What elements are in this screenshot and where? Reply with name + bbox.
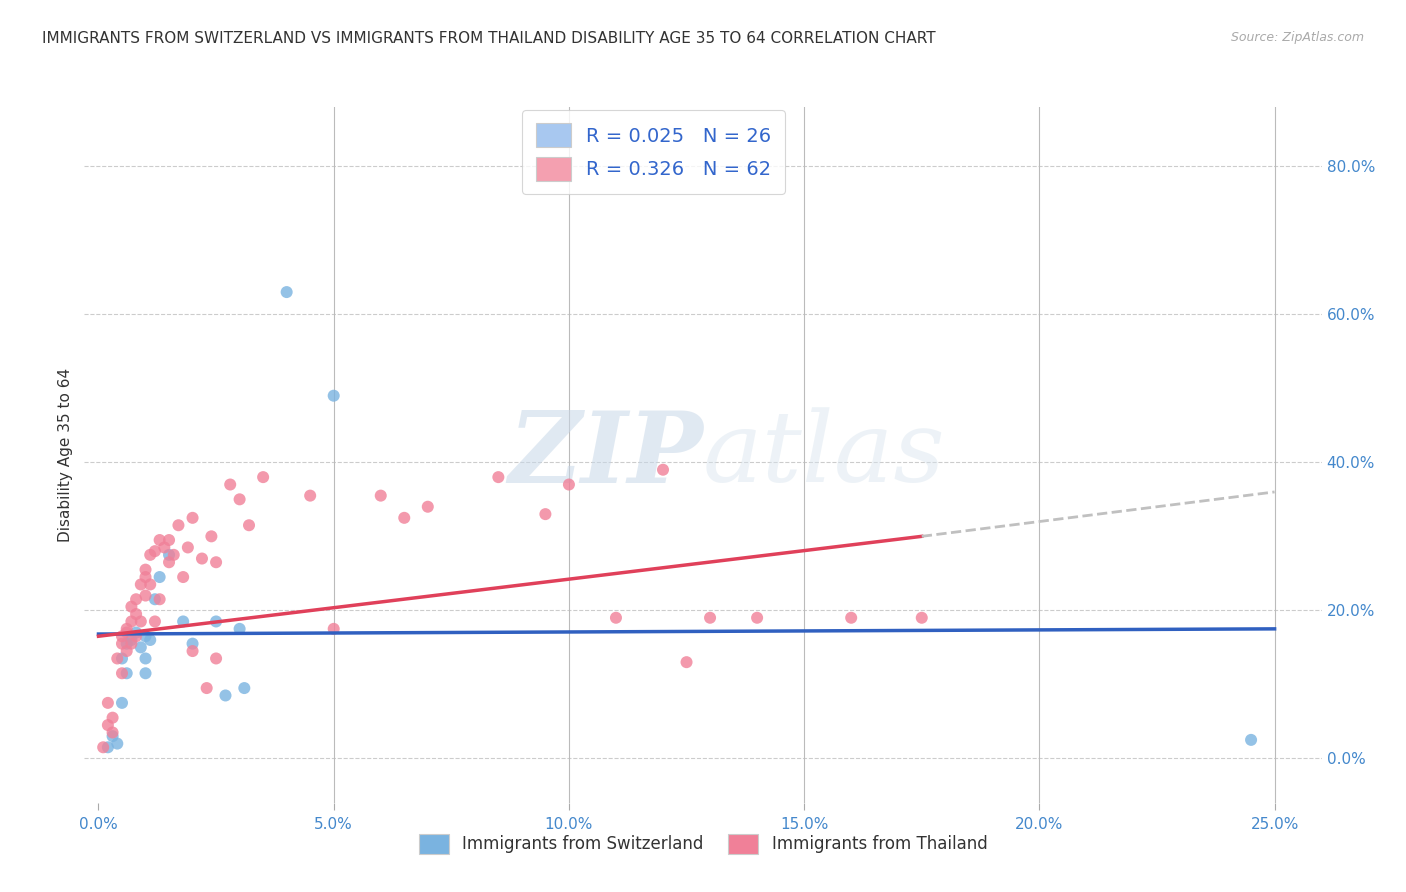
Point (205, 615, 228, 629)
Point (111, 651, 134, 665)
Point (115, 644, 138, 658)
Point (120, 637, 142, 651)
Point (97, 696, 120, 710)
Point (177, 541, 200, 555)
Text: IMMIGRANTS FROM SWITZERLAND VS IMMIGRANTS FROM THAILAND DISABILITY AGE 35 TO 64 : IMMIGRANTS FROM SWITZERLAND VS IMMIGRANT… (42, 31, 936, 46)
Point (181, 511, 204, 525)
Point (299, 489, 322, 503)
Point (115, 637, 138, 651)
Point (181, 637, 204, 651)
Point (111, 696, 134, 710)
Point (120, 632, 142, 647)
Point (205, 555, 228, 569)
Point (134, 570, 156, 584)
Point (134, 651, 156, 665)
Point (911, 611, 934, 625)
Point (191, 551, 214, 566)
Point (105, 651, 128, 665)
Point (120, 615, 142, 629)
Point (129, 615, 152, 629)
Point (699, 611, 721, 625)
Point (745, 611, 768, 625)
Point (558, 477, 581, 491)
Point (134, 666, 156, 681)
Point (91, 740, 114, 755)
Point (157, 548, 180, 562)
Point (839, 611, 862, 625)
Point (652, 463, 675, 477)
Point (219, 477, 242, 491)
Point (111, 666, 134, 681)
Point (157, 555, 180, 569)
Point (97, 718, 120, 732)
Point (172, 615, 194, 629)
Point (143, 615, 166, 629)
Point (181, 644, 204, 658)
Legend: Immigrants from Switzerland, Immigrants from Thailand: Immigrants from Switzerland, Immigrants … (409, 823, 997, 864)
Point (134, 629, 156, 643)
Point (129, 640, 152, 655)
Point (125, 592, 148, 607)
Point (134, 563, 156, 577)
Point (125, 607, 148, 621)
Point (129, 577, 152, 591)
Point (149, 570, 172, 584)
Point (195, 681, 218, 695)
Point (120, 599, 142, 614)
Point (416, 500, 439, 514)
Point (486, 470, 509, 484)
Text: ZIP: ZIP (508, 407, 703, 503)
Point (134, 589, 156, 603)
Point (105, 737, 128, 751)
Point (111, 637, 134, 651)
Point (125, 625, 148, 640)
Point (157, 533, 180, 547)
Point (149, 592, 172, 607)
Point (172, 570, 194, 584)
Point (153, 541, 176, 555)
Point (214, 689, 236, 703)
Y-axis label: Disability Age 35 to 64: Disability Age 35 to 64 (58, 368, 73, 542)
Point (322, 622, 344, 636)
Point (143, 592, 166, 607)
Text: atlas: atlas (703, 408, 946, 502)
Point (394, 511, 416, 525)
Point (228, 622, 250, 636)
Point (125, 629, 148, 643)
Point (101, 711, 124, 725)
Point (675, 655, 697, 669)
Point (97, 740, 120, 755)
Point (139, 548, 162, 562)
Point (143, 544, 166, 558)
Point (167, 518, 190, 533)
Point (139, 632, 162, 647)
Point (605, 611, 627, 625)
Point (115, 625, 138, 640)
Point (115, 666, 138, 681)
Point (139, 577, 162, 591)
Point (149, 533, 172, 547)
Point (370, 489, 392, 503)
Text: Source: ZipAtlas.com: Source: ZipAtlas.com (1230, 31, 1364, 45)
Point (200, 529, 222, 543)
Point (101, 725, 124, 739)
Point (101, 729, 124, 743)
Point (163, 548, 186, 562)
Point (228, 492, 250, 507)
Point (1240, 732, 1263, 747)
Point (233, 681, 256, 695)
Point (111, 629, 134, 643)
Point (322, 389, 344, 403)
Point (205, 651, 228, 665)
Point (276, 285, 298, 299)
Point (115, 622, 138, 636)
Point (534, 507, 557, 521)
Point (252, 470, 274, 484)
Point (238, 518, 260, 533)
